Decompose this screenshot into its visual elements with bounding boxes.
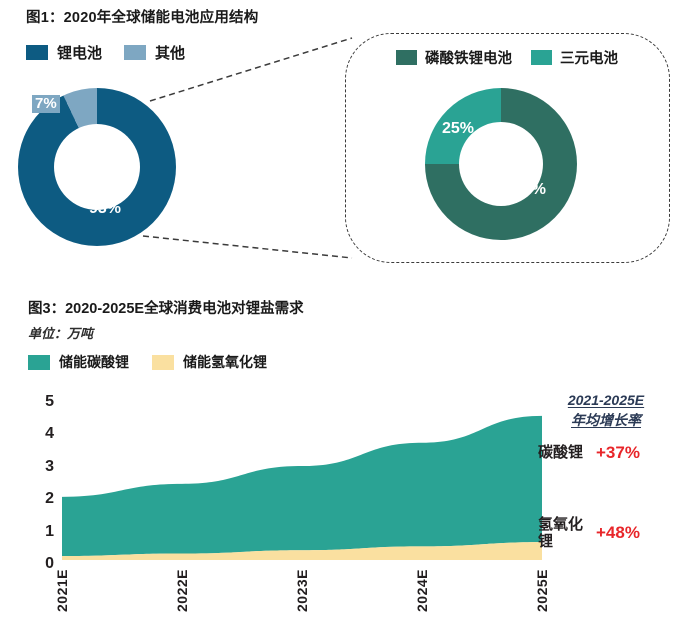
x-tick-2022E: 2022E	[174, 569, 190, 612]
donut-chart-lithium-chemistry: 75% 25%	[425, 88, 577, 240]
y-tick-0: 0	[45, 555, 54, 572]
area-series-carbonate	[62, 415, 542, 557]
y-tick-1: 1	[45, 522, 54, 540]
callout-connector-lines	[142, 37, 353, 259]
legend-swatch-nmc	[531, 50, 552, 65]
x-tick-2024E: 2024E	[414, 569, 430, 612]
legend-label-carbonate: 储能碳酸锂	[59, 354, 129, 370]
area-chart-plot	[62, 415, 542, 560]
cagr-value-hydroxide: +48%	[596, 523, 640, 543]
cagr-name-carbonate: 碳酸锂	[538, 444, 584, 462]
figure3-title: 图3：2020-2025E全球消费电池对锂盐需求	[28, 301, 304, 317]
donut-label-other: 7%	[32, 95, 60, 113]
y-tick-3: 3	[45, 457, 54, 475]
figure1-legend: 锂电池 其他	[26, 42, 198, 63]
x-tick-2023E: 2023E	[294, 569, 310, 612]
donut-hole-detail	[459, 122, 543, 206]
x-axis-tick-labels: 2021E 2022E 2023E 2024E 2025E	[54, 565, 550, 625]
donut-chart-battery-type: 93% 7%	[18, 88, 176, 246]
legend-swatch-lfp	[396, 50, 417, 65]
cagr-name-hydroxide: 氢氧化锂	[538, 516, 584, 551]
y-axis-tick-labels: 0 1 2 3 4 5	[28, 393, 54, 572]
y-tick-2: 2	[45, 490, 54, 508]
cagr-value-carbonate: +37%	[596, 443, 640, 462]
legend-swatch-carbonate	[28, 354, 50, 370]
figure3-legend: 储能碳酸锂 储能氢氧化锂	[28, 352, 281, 372]
cagr-header-line2: 年均增长率	[571, 412, 641, 429]
donut-label-nmc: 25%	[442, 120, 475, 137]
figure1-title: 图1：2020年全球储能电池应用结构	[26, 10, 259, 26]
legend-swatch-hydroxide	[152, 354, 174, 370]
legend-label-lithium: 锂电池	[57, 45, 103, 62]
donut-label-lfp: 75%	[514, 181, 547, 198]
cagr-row-hydroxide: 氢氧化锂 +48%	[538, 516, 640, 551]
donut-hole	[54, 124, 140, 210]
legend-swatch-other	[124, 45, 147, 60]
y-tick-5: 5	[45, 393, 54, 410]
cagr-row-carbonate: 碳酸锂 +37%	[538, 443, 640, 463]
legend-label-other: 其他	[155, 45, 186, 62]
figure3-unit-label: 单位：万吨	[28, 326, 94, 341]
area-series-hydroxide	[62, 542, 542, 560]
y-tick-4: 4	[45, 425, 54, 443]
x-tick-2025E: 2025E	[534, 569, 550, 612]
legend-label-hydroxide: 储能氢氧化锂	[183, 354, 267, 370]
cagr-header-line1: 2021-2025E	[567, 392, 645, 408]
x-tick-2021E: 2021E	[54, 569, 70, 612]
legend-label-lfp: 磷酸铁锂电池	[425, 51, 512, 67]
callout-legend: 磷酸铁锂电池 三元电池	[396, 47, 629, 68]
legend-label-nmc: 三元电池	[560, 51, 618, 67]
donut-label-lithium: 93%	[89, 200, 122, 217]
legend-swatch-lithium	[26, 45, 48, 60]
cagr-header: 2021-2025E 年均增长率	[536, 390, 676, 431]
